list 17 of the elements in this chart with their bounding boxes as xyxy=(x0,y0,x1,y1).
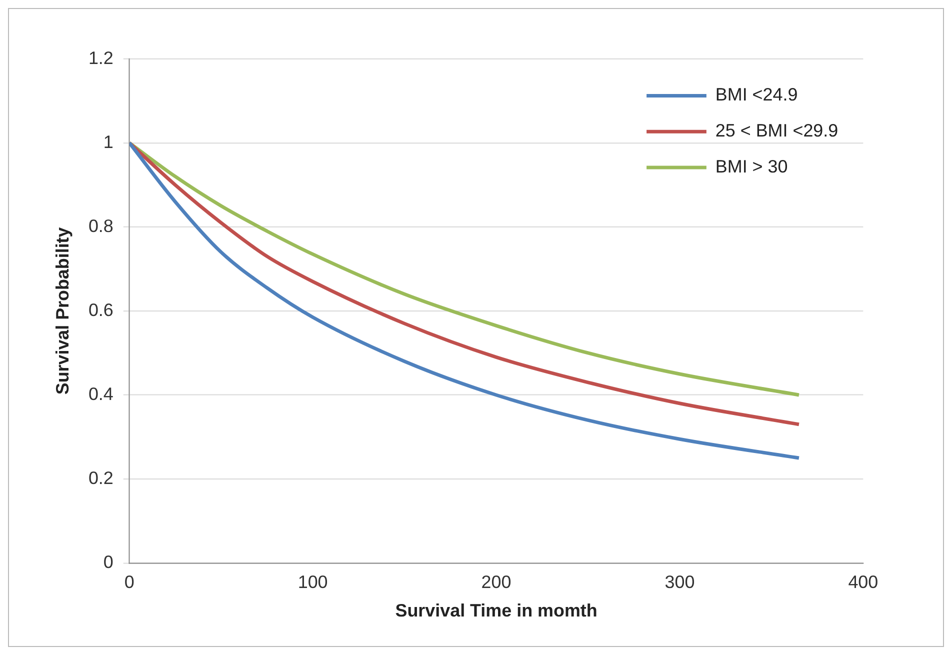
legend-label: BMI > 30 xyxy=(715,156,788,176)
y-tick-label: 0.2 xyxy=(88,468,114,488)
x-tick-label: 100 xyxy=(298,572,328,592)
legend-label: BMI <24.9 xyxy=(715,84,798,105)
y-tick-label: 0 xyxy=(103,552,114,572)
x-tick-label: 400 xyxy=(848,572,878,592)
y-tick-label: 0.4 xyxy=(88,384,114,404)
y-tick-label: 1 xyxy=(103,132,114,152)
y-tick-label: 1.2 xyxy=(88,48,114,68)
x-tick-label: 200 xyxy=(481,572,512,592)
y-axis-title: Survival Probability xyxy=(52,227,73,395)
x-tick-label: 300 xyxy=(664,572,695,592)
y-tick-label: 0.8 xyxy=(88,216,114,236)
x-axis-title: Survival Time in momth xyxy=(395,600,598,620)
x-tick-label: 0 xyxy=(124,572,134,592)
y-tick-label: 0.6 xyxy=(88,300,114,320)
legend-label: 25 < BMI <29.9 xyxy=(715,120,838,141)
